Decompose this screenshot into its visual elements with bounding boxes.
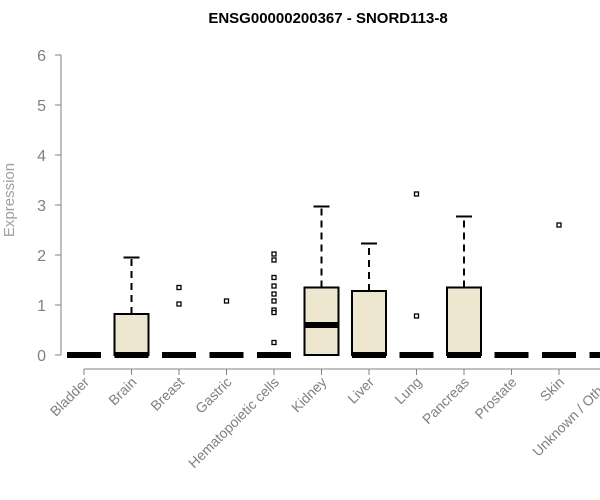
x-tick-label: Bladder: [47, 374, 93, 420]
x-tick-label: Breast: [147, 374, 187, 414]
outlier-point: [556, 222, 562, 228]
y-tick-label: 5: [37, 98, 46, 115]
box-group: [446, 215, 482, 358]
y-tick-label: 3: [37, 198, 46, 215]
box-group: [589, 352, 600, 358]
y-tick-label: 6: [37, 48, 46, 65]
chart-title: ENSG00000200367 - SNORD113-8: [208, 10, 447, 27]
box-iqr: [113, 313, 150, 356]
x-tick-label: Skin: [537, 374, 568, 405]
box-group: [399, 191, 434, 358]
x-tick-label: Kidney: [288, 374, 330, 416]
x-tick-label: Lung: [391, 374, 424, 407]
outlier-point: [271, 257, 277, 263]
x-tick-label: Brain: [105, 374, 139, 408]
outlier-point: [271, 298, 277, 304]
outlier-point: [271, 283, 277, 289]
box-group: [303, 205, 340, 356]
outlier-point: [271, 339, 277, 346]
box-group: [351, 242, 387, 358]
y-tick-label: 2: [37, 248, 46, 265]
box-iqr: [446, 286, 482, 356]
outlier-point: [271, 309, 277, 316]
box-iqr: [351, 290, 387, 356]
outlier-point: [413, 191, 420, 197]
outlier-point: [271, 291, 277, 297]
outlier-point: [271, 251, 277, 257]
box-group: [113, 256, 150, 358]
x-tick-label: Gastric: [192, 374, 235, 417]
x-tick-label: Prostate: [471, 374, 519, 422]
y-tick-label: 4: [37, 148, 46, 165]
y-tick-label: 1: [37, 298, 46, 315]
outlier-point: [176, 301, 182, 307]
y-tick-label: 0: [37, 348, 46, 365]
box-group: [257, 251, 291, 358]
outlier-point: [271, 274, 277, 281]
box-group: [209, 298, 244, 358]
box-series: [67, 191, 600, 358]
x-tick-label: Pancreas: [419, 374, 472, 427]
x-tick-label: Liver: [344, 374, 377, 407]
x-tick-label: Hematopoietic cells: [185, 374, 282, 471]
outlier-point: [413, 313, 420, 319]
y-axis-ticks: 0 1 2 3 4 5 6: [37, 48, 61, 365]
box-iqr: [303, 286, 340, 356]
outlier-point: [223, 298, 230, 304]
y-axis-label: Expression: [1, 163, 18, 237]
outlier-point: [176, 284, 182, 291]
box-group: [542, 222, 576, 358]
box-group: [162, 284, 196, 358]
